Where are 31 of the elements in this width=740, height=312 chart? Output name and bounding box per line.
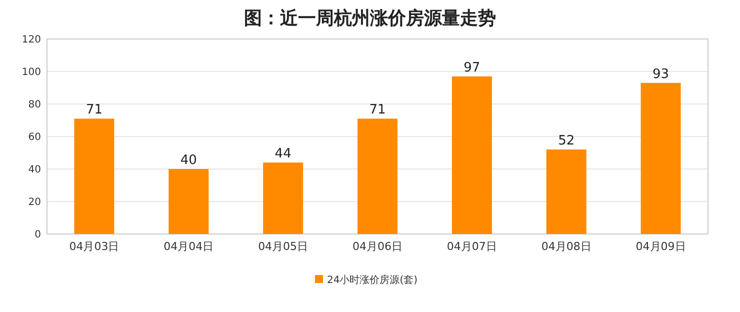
y-tick-label: 100 (22, 67, 41, 78)
bar (358, 118, 398, 234)
y-tick-label: 40 (28, 164, 41, 176)
y-tick-label: 60 (28, 132, 41, 143)
x-tick-label: 04月07日 (446, 240, 497, 253)
bar (546, 150, 586, 234)
x-tick-label: 04月05日 (258, 240, 308, 253)
legend: 24小时涨价房源(套) (315, 275, 418, 286)
chart-title: 图：近一周杭州涨价房源量走势 (244, 8, 496, 29)
bar (640, 82, 681, 234)
x-tick-label: 04月03日 (69, 240, 120, 253)
bar (452, 76, 492, 234)
data-label: 44 (274, 146, 292, 162)
bar (263, 162, 304, 234)
x-tick-label: 04月04日 (164, 240, 214, 253)
bar (74, 118, 114, 234)
x-tick-label: 04月08日 (541, 240, 592, 253)
x-tick-label: 04月09日 (636, 240, 686, 253)
y-tick-label: 0 (34, 230, 41, 240)
legend-label: 24小时涨价房源(套) (327, 274, 418, 286)
bar (168, 169, 209, 234)
y-tick-label: 120 (22, 34, 41, 46)
data-label: 93 (652, 66, 670, 82)
data-label: 71 (86, 102, 102, 118)
y-tick-label: 80 (28, 100, 41, 110)
x-tick-label: 04月06日 (352, 240, 402, 253)
data-label: 71 (369, 102, 386, 118)
data-label: 40 (180, 153, 197, 168)
y-tick-label: 20 (28, 197, 41, 208)
data-label: 52 (558, 134, 575, 148)
data-label: 97 (464, 60, 480, 76)
